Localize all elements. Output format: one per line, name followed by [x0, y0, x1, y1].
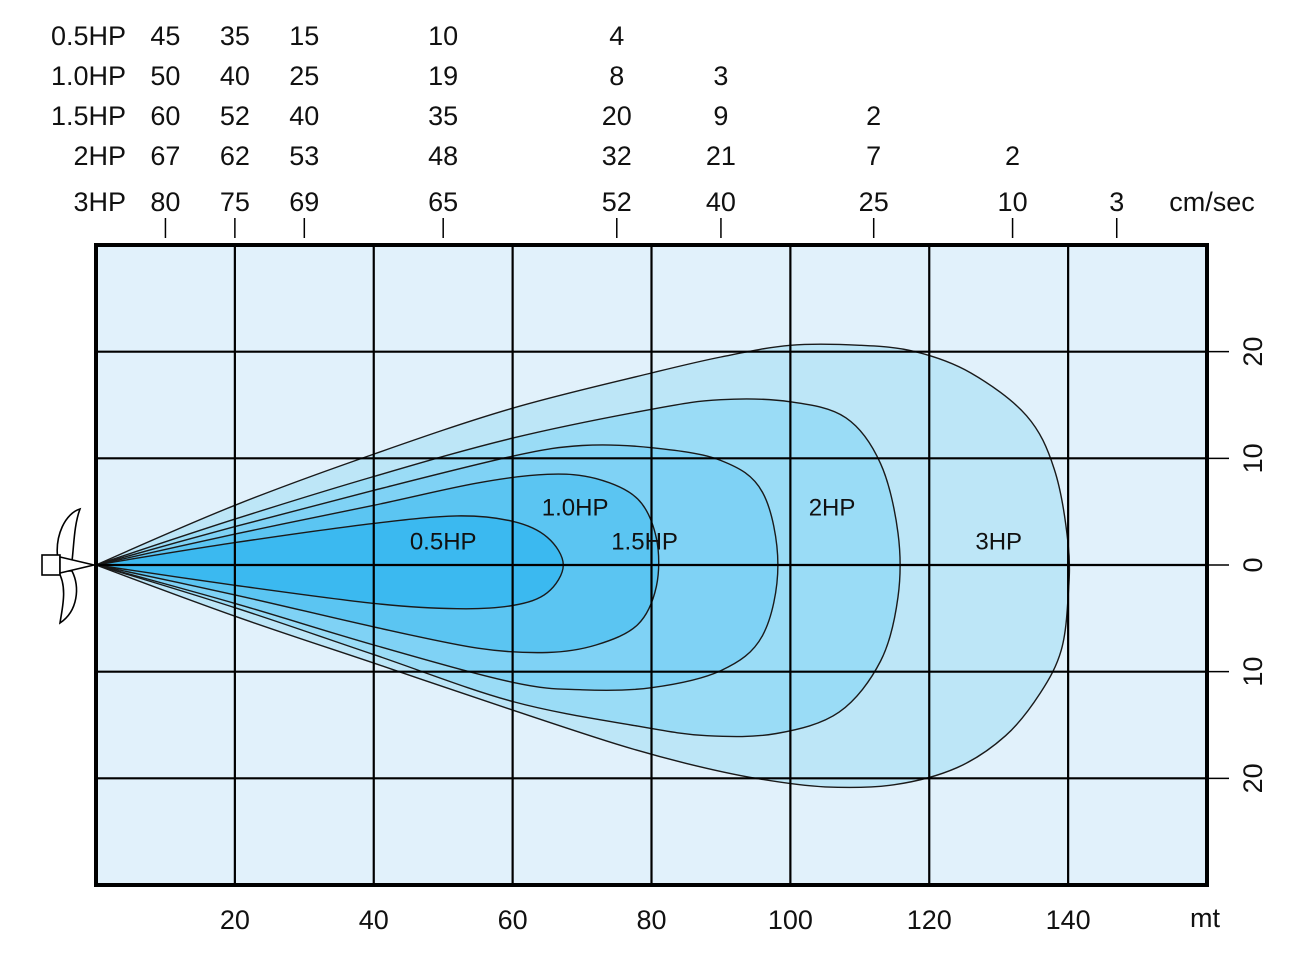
speed-value: 53: [289, 141, 319, 171]
speed-value: 3: [1109, 187, 1124, 217]
y-tick-label: 0: [1238, 557, 1268, 572]
x-tick-label: 80: [636, 905, 666, 935]
grid: [96, 245, 1207, 885]
speed-value: 32: [602, 141, 632, 171]
speed-value: 3: [713, 61, 728, 91]
speed-table: 0.5HP 45 35 15 10 4 1.0HP 50 40 25 19 8 3 1.5HP 60 52 40…: [51, 21, 1255, 238]
speed-value: 21: [706, 141, 736, 171]
speed-value: 2: [866, 101, 881, 131]
y-tick-label: 20: [1238, 763, 1268, 793]
x-axis: 20 40 60 80 100 120 140 mt: [220, 903, 1221, 935]
speed-value: 4: [609, 21, 624, 51]
speed-value: 67: [150, 141, 180, 171]
speed-value: 25: [859, 187, 889, 217]
speed-value: 10: [428, 21, 458, 51]
x-tick-label: 60: [498, 905, 528, 935]
x-tick-label: 100: [768, 905, 813, 935]
speed-value: 40: [289, 101, 319, 131]
speed-value: 48: [428, 141, 458, 171]
speed-value: 40: [220, 61, 250, 91]
y-tick-label: 10: [1238, 657, 1268, 687]
x-tick-label: 20: [220, 905, 250, 935]
speed-value: 10: [998, 187, 1028, 217]
speed-row-label: 1.5HP: [51, 101, 126, 131]
speed-value: 7: [866, 141, 881, 171]
speed-value: 75: [220, 187, 250, 217]
speed-value: 65: [428, 187, 458, 217]
propeller-icon: [41, 507, 95, 625]
speed-value: 40: [706, 187, 736, 217]
y-tick-label: 10: [1238, 443, 1268, 473]
speed-value: 8: [609, 61, 624, 91]
speed-value: 69: [289, 187, 319, 217]
speed-value: 80: [150, 187, 180, 217]
speed-row-label: 3HP: [73, 187, 126, 217]
speed-value: 62: [220, 141, 250, 171]
zone-label: 2HP: [809, 494, 856, 521]
speed-value: 50: [150, 61, 180, 91]
speed-value: 35: [220, 21, 250, 51]
speed-value: 60: [150, 101, 180, 131]
speed-row-label: 2HP: [73, 141, 126, 171]
speed-value: 45: [150, 21, 180, 51]
x-axis-label: mt: [1190, 903, 1220, 933]
zone-label: 3HP: [975, 528, 1022, 555]
x-tick-label: 140: [1046, 905, 1091, 935]
y-tick-label: 20: [1238, 337, 1268, 367]
speed-row-label: 0.5HP: [51, 21, 126, 51]
speed-value: 52: [220, 101, 250, 131]
speed-value: 9: [713, 101, 728, 131]
speed-value: 52: [602, 187, 632, 217]
speed-value: 35: [428, 101, 458, 131]
y-axis: 20 10 0 10 20: [1207, 337, 1268, 793]
zone-label: 1.0HP: [542, 494, 609, 521]
speed-value: 20: [602, 101, 632, 131]
zone-label: 0.5HP: [410, 528, 477, 555]
speed-value: 15: [289, 21, 319, 51]
speed-value: 2: [1005, 141, 1020, 171]
x-tick-label: 120: [907, 905, 952, 935]
x-tick-label: 40: [359, 905, 389, 935]
speed-value: 19: [428, 61, 458, 91]
zone-label: 1.5HP: [611, 528, 678, 555]
speed-row-label: 1.0HP: [51, 61, 126, 91]
speed-unit: cm/sec: [1169, 187, 1255, 217]
speed-value: 25: [289, 61, 319, 91]
